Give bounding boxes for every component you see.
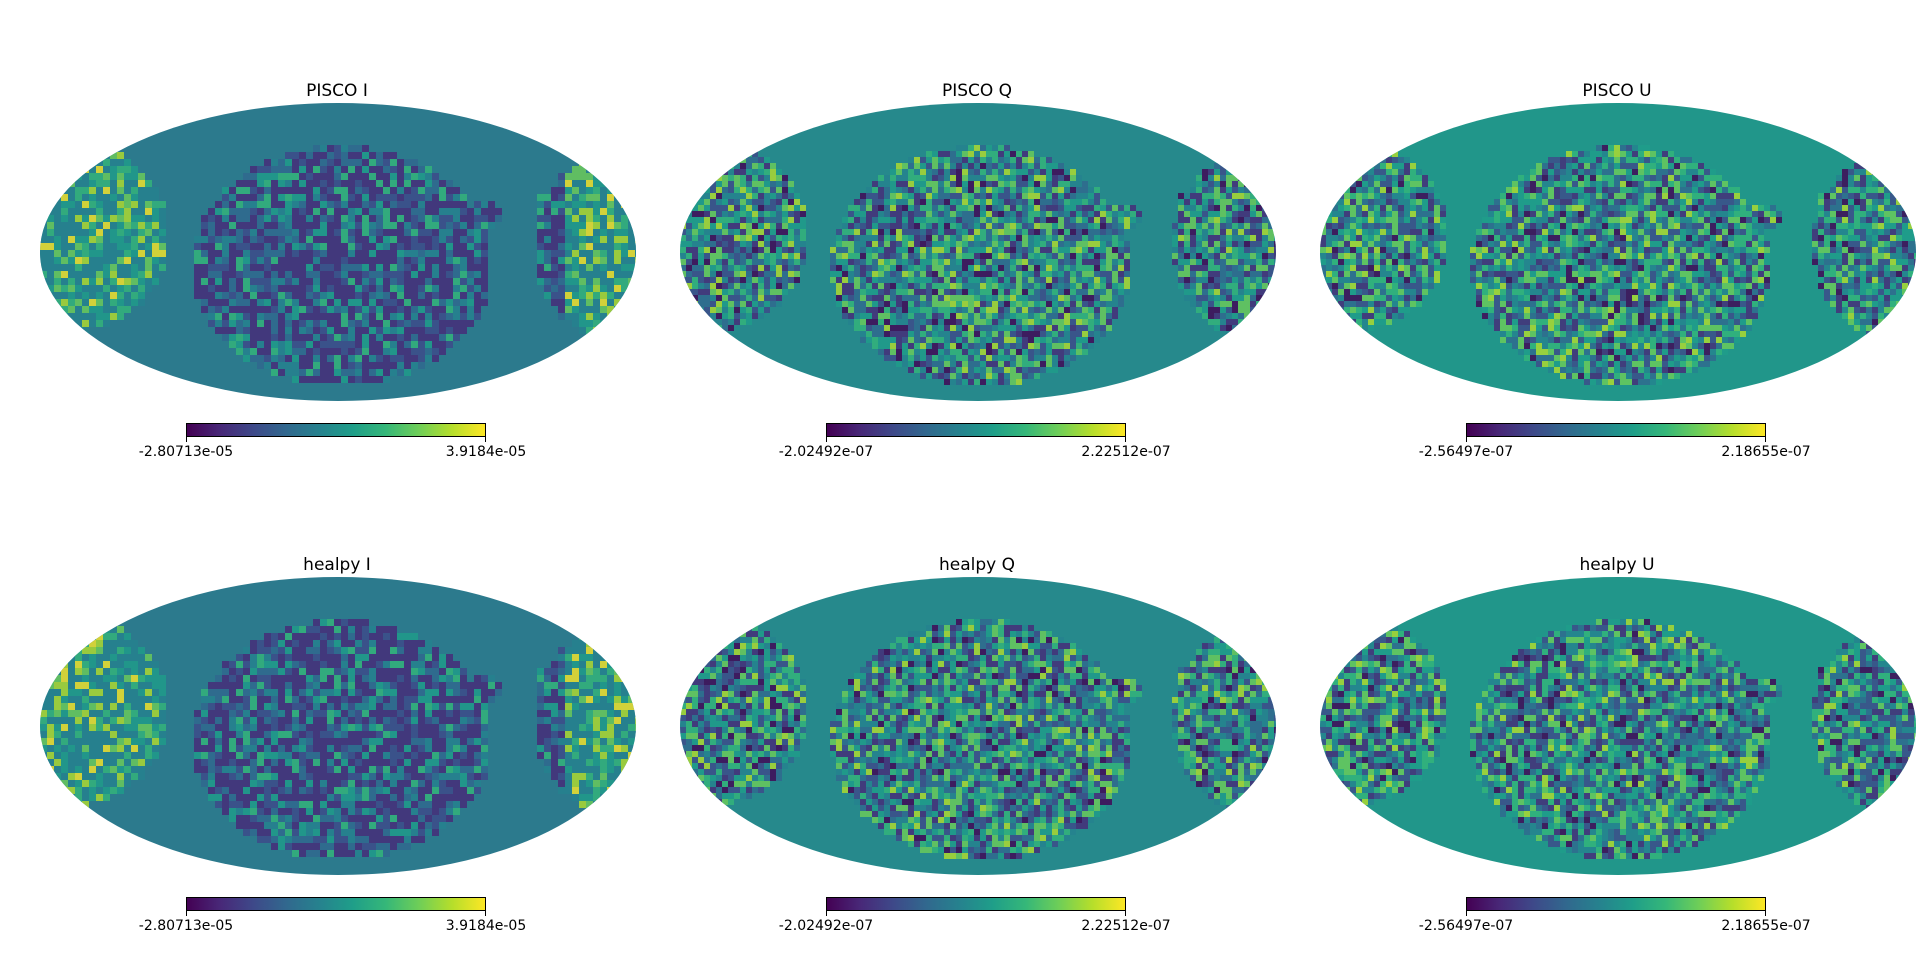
colorbar-min-label: -2.02492e-07	[779, 444, 873, 461]
panel-title: healpy Q	[677, 554, 1277, 576]
colorbar-tick	[1765, 437, 1766, 442]
colorbar-tick	[186, 437, 187, 442]
colorbar-max-label: 2.22512e-07	[1081, 918, 1170, 935]
colorbar-tick	[485, 911, 486, 916]
map-panel-pisco-u: PISCO U -2.56497e-07 2.18655e-07	[1317, 80, 1917, 480]
colorbar-tick	[1125, 911, 1126, 916]
map-panel-healpy-u: healpy U -2.56497e-07 2.18655e-07	[1317, 554, 1917, 954]
map-panel-healpy-q: healpy Q -2.02492e-07 2.22512e-07	[677, 554, 1277, 954]
colorbar-tick	[485, 437, 486, 442]
mollweide-map	[680, 103, 1276, 401]
colorbar-max-label: 3.9184e-05	[446, 444, 526, 461]
panel-title: PISCO U	[1317, 80, 1917, 102]
colorbar	[1466, 897, 1766, 911]
mollweide-map	[680, 577, 1276, 875]
colorbar-max-label: 3.9184e-05	[446, 918, 526, 935]
colorbar-tick	[186, 911, 187, 916]
colorbar	[826, 897, 1126, 911]
colorbar-tick	[826, 911, 827, 916]
panel-title: healpy I	[37, 554, 637, 576]
colorbar-tick	[1125, 437, 1126, 442]
mollweide-map	[40, 577, 636, 875]
colorbar	[186, 423, 486, 437]
colorbar-tick	[826, 437, 827, 442]
colorbar-min-label: -2.56497e-07	[1419, 918, 1513, 935]
panel-title: healpy U	[1317, 554, 1917, 576]
colorbar	[826, 423, 1126, 437]
mollweide-map	[1320, 103, 1916, 401]
colorbar-tick	[1765, 911, 1766, 916]
mollweide-map	[40, 103, 636, 401]
colorbar-tick	[1466, 911, 1467, 916]
colorbar	[1466, 423, 1766, 437]
colorbar-tick	[1466, 437, 1467, 442]
map-panel-healpy-i: healpy I -2.80713e-05 3.9184e-05	[37, 554, 637, 954]
colorbar-max-label: 2.18655e-07	[1721, 918, 1810, 935]
colorbar-min-label: -2.80713e-05	[139, 444, 233, 461]
map-panel-pisco-q: PISCO Q -2.02492e-07 2.22512e-07	[677, 80, 1277, 480]
colorbar	[186, 897, 486, 911]
colorbar-min-label: -2.80713e-05	[139, 918, 233, 935]
colorbar-max-label: 2.18655e-07	[1721, 444, 1810, 461]
panel-title: PISCO Q	[677, 80, 1277, 102]
colorbar-min-label: -2.02492e-07	[779, 918, 873, 935]
panel-title: PISCO I	[37, 80, 637, 102]
colorbar-min-label: -2.56497e-07	[1419, 444, 1513, 461]
map-panel-pisco-i: PISCO I -2.80713e-05 3.9184e-05	[37, 80, 637, 480]
colorbar-max-label: 2.22512e-07	[1081, 444, 1170, 461]
mollweide-map	[1320, 577, 1916, 875]
